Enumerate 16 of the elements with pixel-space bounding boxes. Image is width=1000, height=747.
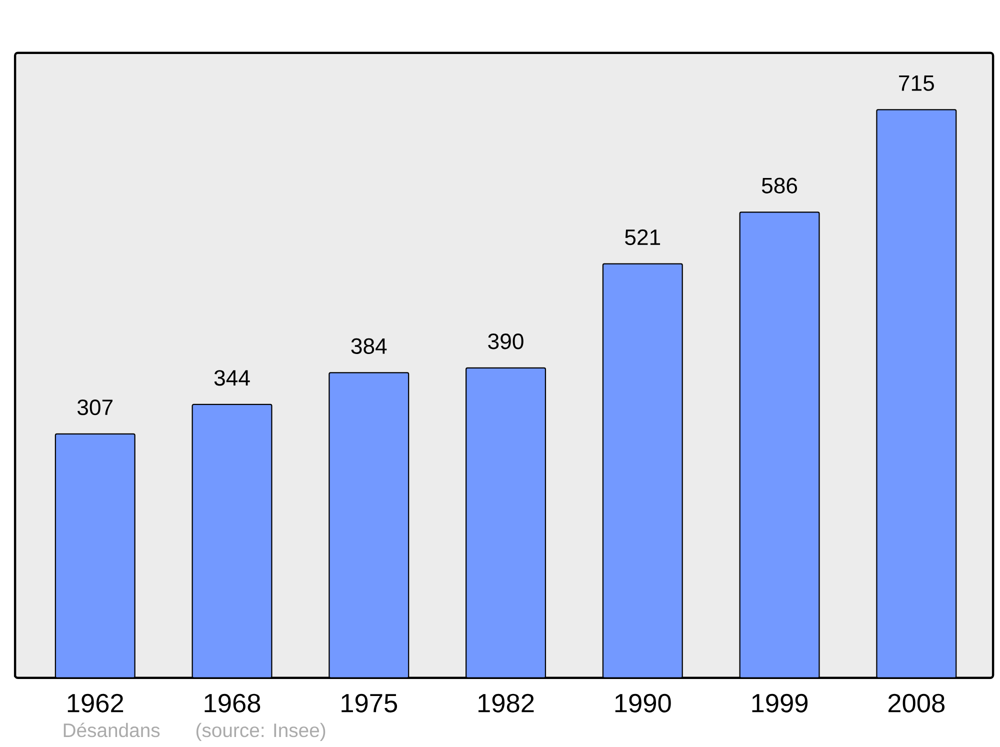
data-label: 344	[214, 370, 250, 386]
data-label: 715	[899, 75, 934, 91]
data-label: 521	[625, 229, 660, 246]
x-tick-label: 1962	[68, 694, 124, 712]
x-tick-label: 1999	[752, 694, 808, 712]
text: (source: Insee)	[196, 722, 326, 741]
data-label: 390	[488, 334, 524, 350]
x-tick-label: 1982	[478, 694, 534, 712]
data-label: 384	[351, 338, 387, 354]
data-label: 307	[78, 399, 112, 416]
data-label: 586	[762, 178, 798, 194]
x-tick-label: 2008	[888, 694, 945, 712]
x-tick-label: 1968	[204, 694, 260, 712]
x-tick-label: 1975	[342, 694, 398, 712]
x-tick-label: 1990	[615, 694, 671, 712]
text: Désandans	[64, 722, 160, 738]
